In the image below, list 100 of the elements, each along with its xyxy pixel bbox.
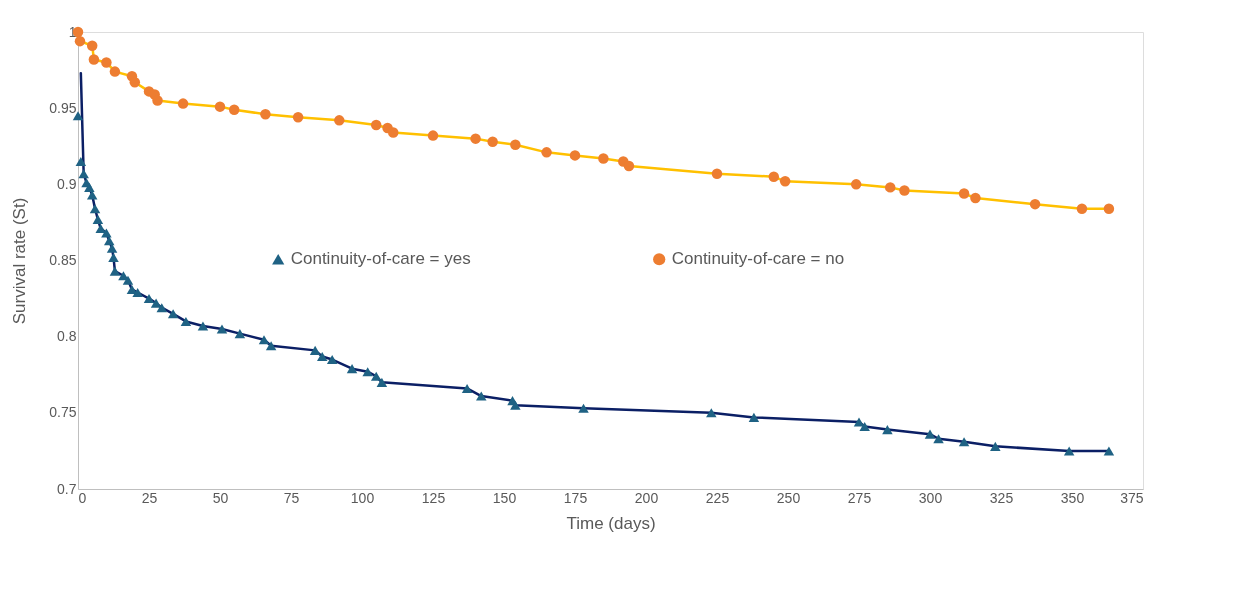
- point: [75, 156, 87, 167]
- point: [122, 275, 134, 285]
- point: [143, 294, 155, 304]
- point: [850, 179, 862, 190]
- point: [101, 57, 112, 68]
- point: [476, 391, 487, 401]
- point: [370, 371, 382, 381]
- point: [578, 403, 589, 413]
- point: [510, 139, 521, 150]
- point: [260, 109, 271, 120]
- x-tick-label: 375: [1120, 489, 1144, 506]
- point: [541, 147, 552, 158]
- point: [72, 111, 84, 121]
- point: [882, 425, 893, 435]
- point: [376, 377, 388, 387]
- x-tick-label: 175: [563, 489, 588, 506]
- point: [95, 223, 106, 234]
- point: [388, 127, 399, 138]
- x-tick-label: 50: [212, 489, 229, 506]
- point: [109, 66, 121, 77]
- point: [346, 364, 358, 374]
- point: [317, 351, 328, 362]
- x-tick-label: 150: [492, 489, 517, 506]
- point: [510, 400, 521, 410]
- point: [129, 77, 141, 88]
- point: [92, 214, 104, 224]
- x-tick-label: 125: [421, 489, 446, 506]
- point: [84, 182, 95, 192]
- point: [970, 192, 981, 204]
- point: [326, 354, 338, 365]
- y-axis-title: Survival rate (St): [10, 197, 30, 325]
- x-tick-label: 75: [283, 489, 300, 506]
- x-tick-label: 100: [350, 489, 375, 506]
- point: [108, 252, 119, 262]
- point: [1103, 446, 1115, 456]
- point: [779, 176, 791, 187]
- legend-label: Continuity-of-care = no: [671, 249, 845, 269]
- y-tick-label: 0.85: [49, 252, 77, 268]
- legend-label: Continuity-of-care = yes: [290, 249, 471, 269]
- y-tick-label: 0.75: [49, 404, 77, 421]
- point: [1029, 198, 1041, 210]
- point: [990, 441, 1001, 451]
- point: [152, 95, 163, 106]
- point: [461, 383, 473, 393]
- point: [623, 160, 635, 172]
- point: [180, 316, 192, 326]
- point: [1103, 203, 1115, 214]
- x-tick-label: 250: [776, 489, 801, 506]
- point: [370, 119, 382, 131]
- x-tick-label: 350: [1060, 489, 1085, 506]
- point: [214, 101, 226, 112]
- point: [132, 287, 143, 298]
- x-axis-title: Time (days): [566, 513, 656, 533]
- point: [899, 185, 910, 196]
- point: [958, 437, 970, 447]
- point: [197, 321, 209, 331]
- x-tick-label: 275: [847, 489, 872, 506]
- point: [1063, 446, 1075, 456]
- point: [924, 429, 936, 439]
- point: [177, 98, 189, 109]
- point: [78, 169, 89, 179]
- point: [309, 345, 321, 355]
- point: [933, 434, 944, 444]
- point: [885, 182, 896, 193]
- point: [470, 133, 481, 144]
- point: [156, 303, 168, 313]
- point: [234, 329, 246, 339]
- point: [598, 153, 609, 164]
- point: [569, 150, 581, 161]
- point: [292, 112, 304, 123]
- x-tick-label: 325: [989, 489, 1014, 506]
- x-tick-label: 300: [918, 489, 943, 506]
- point: [89, 204, 101, 214]
- point: [334, 115, 345, 126]
- point: [216, 324, 228, 334]
- point: [859, 422, 870, 432]
- point: [958, 188, 970, 199]
- x-tick-label: 200: [634, 489, 659, 506]
- point: [487, 136, 498, 147]
- y-tick-label: 0.95: [49, 99, 77, 116]
- point: [258, 335, 270, 345]
- point: [86, 40, 98, 51]
- point: [104, 236, 115, 246]
- point: [768, 171, 780, 182]
- point: [228, 104, 240, 115]
- point: [167, 309, 179, 319]
- point: [362, 367, 373, 377]
- point: [706, 408, 717, 418]
- point: [711, 168, 723, 179]
- point: [101, 228, 112, 238]
- x-tick-label: 25: [141, 489, 158, 506]
- point: [427, 130, 439, 141]
- point: [109, 266, 121, 276]
- point: [748, 412, 760, 422]
- y-tick-label: 0.8: [57, 328, 77, 345]
- point: [265, 341, 277, 351]
- x-tick-label: 225: [705, 489, 730, 506]
- y-tick-label: 0.7: [57, 480, 77, 497]
- y-tick-label: 0.9: [57, 175, 77, 192]
- x-tick-label: 0: [78, 489, 87, 506]
